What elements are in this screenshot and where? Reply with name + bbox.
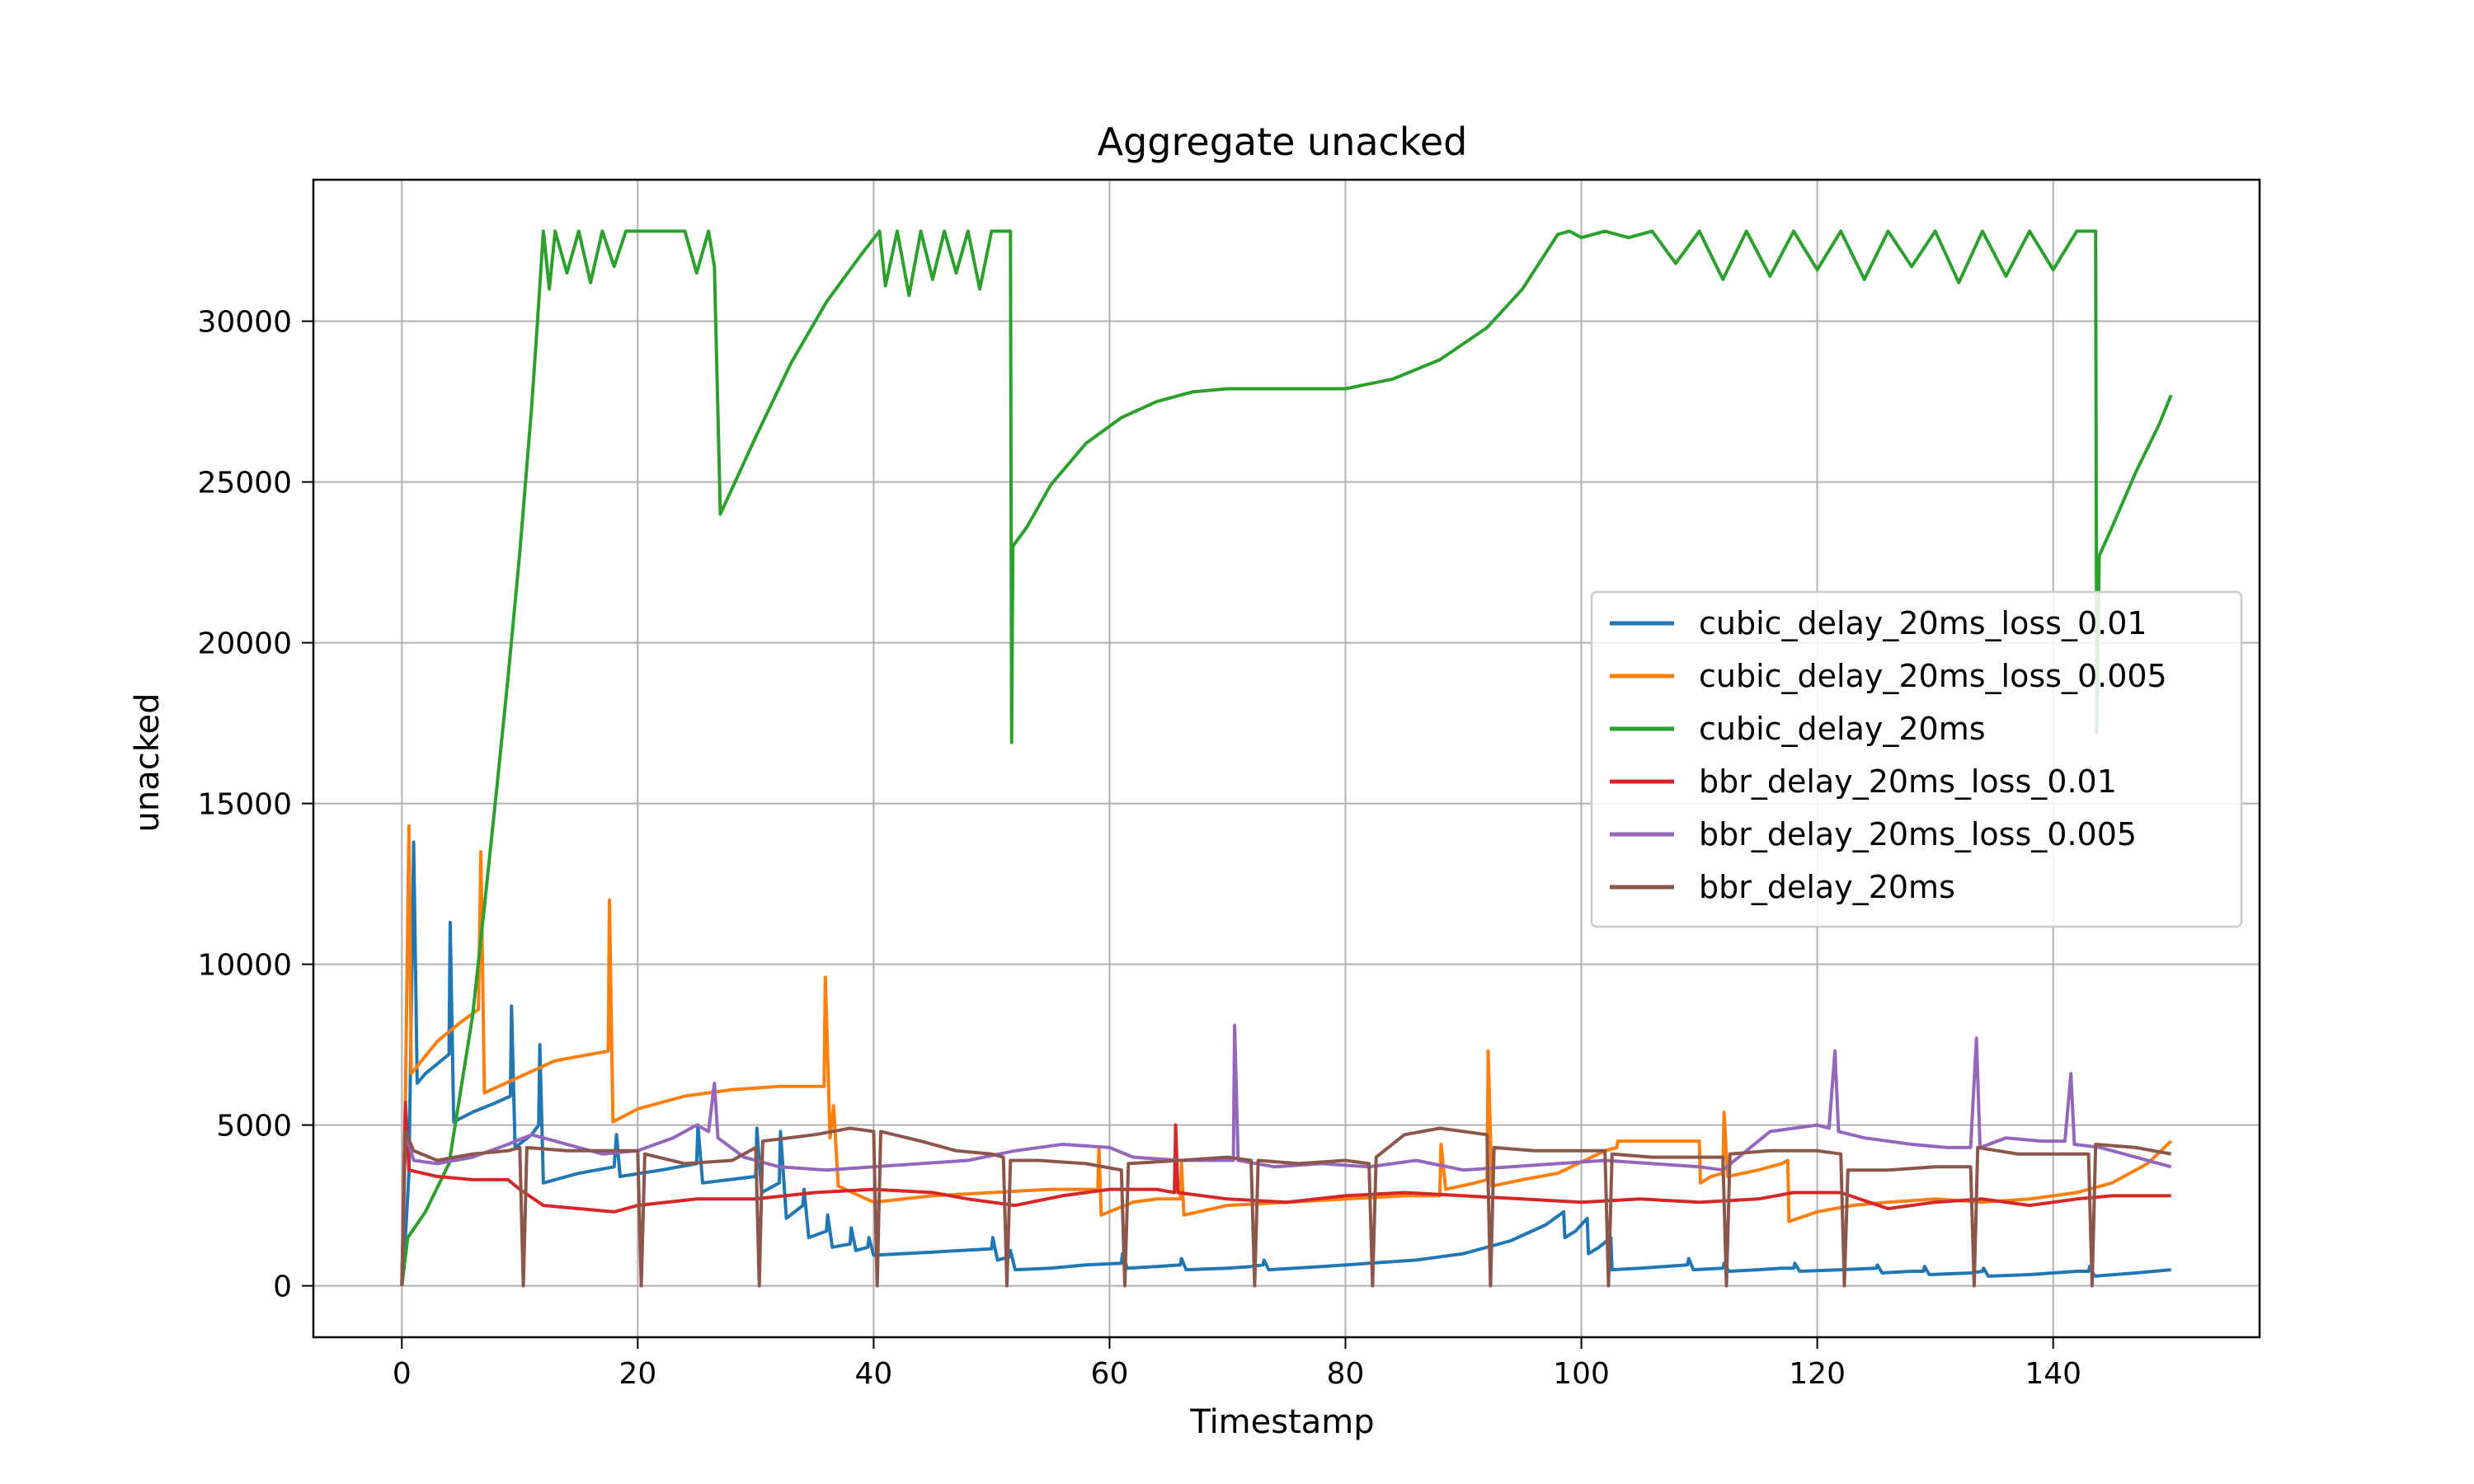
y-tick-label: 15000 xyxy=(197,788,292,822)
legend-label: bbr_delay_20ms_loss_0.005 xyxy=(1699,816,2137,852)
y-tick-label: 5000 xyxy=(216,1110,292,1144)
legend-label: bbr_delay_20ms_loss_0.01 xyxy=(1699,763,2117,800)
series-line-2 xyxy=(400,229,2173,1286)
x-axis-ticks: 0 20 40 60 80 100 120 140 xyxy=(393,1337,2081,1391)
y-tick-label: 20000 xyxy=(197,627,292,661)
x-axis-label: Timestamp xyxy=(1189,1403,1374,1441)
legend-label: cubic_delay_20ms_loss_0.01 xyxy=(1699,605,2147,641)
chart-title: Aggregate unacked xyxy=(1098,120,1468,164)
y-axis-label: unacked xyxy=(129,693,167,833)
series-line-4 xyxy=(400,1023,2172,1286)
y-axis-ticks: 0 5000 10000 15000 20000 25000 30000 xyxy=(197,306,313,1304)
x-tick-label: 0 xyxy=(393,1357,412,1391)
x-tick-label: 60 xyxy=(1091,1357,1129,1391)
legend-box xyxy=(1590,590,2243,928)
plot-series xyxy=(400,229,2173,1288)
legend-label: cubic_delay_20ms_loss_0.005 xyxy=(1699,658,2167,694)
x-tick-label: 20 xyxy=(618,1357,656,1391)
legend-items: cubic_delay_20ms_loss_0.01 cubic_delay_20… xyxy=(1610,605,2167,905)
x-tick-label: 140 xyxy=(2025,1357,2081,1391)
y-tick-label: 25000 xyxy=(197,467,292,500)
legend: cubic_delay_20ms_loss_0.01 cubic_delay_20… xyxy=(1590,590,2243,928)
grid-lines xyxy=(313,180,2260,1337)
x-tick-label: 100 xyxy=(1553,1357,1610,1391)
plot-frame xyxy=(312,178,2261,1339)
y-tick-label: 30000 xyxy=(197,306,292,340)
legend-label: cubic_delay_20ms xyxy=(1699,711,1986,747)
y-tick-label: 10000 xyxy=(197,949,292,983)
legend-label: bbr_delay_20ms xyxy=(1699,869,1955,905)
x-tick-label: 40 xyxy=(854,1357,892,1391)
series-line-5 xyxy=(400,1126,2172,1288)
x-tick-label: 120 xyxy=(1789,1357,1846,1391)
y-tick-label: 0 xyxy=(273,1270,292,1304)
x-tick-label: 80 xyxy=(1327,1357,1365,1391)
